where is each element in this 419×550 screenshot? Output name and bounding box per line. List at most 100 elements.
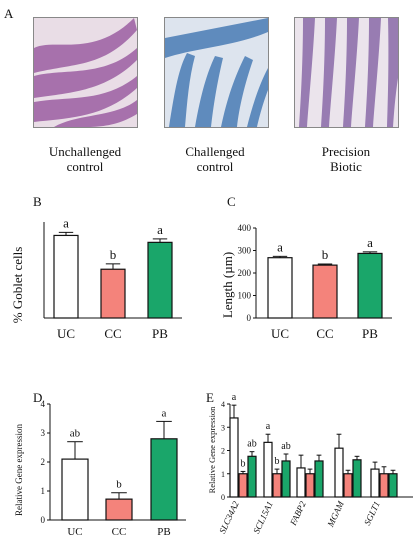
- micrograph-precision-biotic: [294, 17, 399, 128]
- chart-marks: 0 100 200 300 400 a UC b CC a PB: [238, 223, 392, 341]
- panel-label-b: B: [33, 194, 42, 209]
- x-category-label: PB: [362, 326, 378, 341]
- bar: [314, 460, 324, 498]
- x-category-label: UC: [57, 326, 75, 341]
- significance-letter: b: [110, 247, 117, 262]
- significance-letter: b: [322, 247, 329, 262]
- significance-letter: b: [275, 456, 280, 467]
- micrograph-image: [34, 18, 137, 127]
- y-tick-label: 0: [41, 515, 46, 525]
- bar: [352, 459, 362, 498]
- significance-letter: a: [232, 392, 237, 403]
- bar: [370, 468, 380, 498]
- y-tick-label: 4: [221, 400, 225, 409]
- significance-letter: ab: [247, 439, 256, 450]
- y-tick-label: 0: [247, 313, 252, 323]
- caption-line-2: control: [66, 159, 104, 174]
- y-tick-label: 1: [221, 470, 225, 479]
- micrograph-villi: [34, 18, 137, 127]
- bar: [305, 473, 315, 498]
- y-tick-label: 4: [41, 399, 46, 409]
- y-axis-label: Relative Gene expression: [207, 406, 217, 494]
- significance-letter: a: [162, 407, 167, 419]
- bar: [267, 257, 293, 319]
- panel-label-a: A: [4, 6, 14, 21]
- micrograph-image: [165, 18, 268, 127]
- significance-letter: a: [277, 239, 283, 254]
- bar: [53, 234, 79, 319]
- y-tick-label: 2: [41, 457, 46, 467]
- y-tick-label: 0: [221, 493, 225, 502]
- caption-line-1: Challenged: [185, 144, 245, 159]
- x-category-label: CC: [104, 326, 121, 341]
- bar: [357, 252, 383, 319]
- x-category-label: PB: [157, 526, 170, 538]
- x-category-label: PB: [152, 326, 168, 341]
- caption-line-1: Unchallenged: [48, 144, 122, 159]
- bar: [105, 498, 133, 521]
- micrograph-caption: Challenged control: [150, 144, 280, 174]
- micrograph-caption: Unchallenged control: [20, 144, 150, 174]
- y-tick-label: 3: [41, 428, 46, 438]
- panel-label-c: C: [227, 194, 236, 209]
- chart-relative-gene-expression-e: Relative Gene expression 01234ababSLC34A…: [207, 392, 413, 535]
- micrograph-villi: [165, 18, 268, 127]
- y-tick-label: 3: [221, 423, 225, 432]
- chart-relative-gene-expression-d: Relative Gene expression 0 1 2 3 4 ab UC b CC a PB: [14, 399, 186, 538]
- x-category-label: SGLT1: [362, 500, 382, 527]
- significance-letter: b: [116, 479, 122, 491]
- x-category-label: SLC34A2: [217, 499, 241, 535]
- significance-letter: b: [241, 458, 246, 469]
- panel-label-d: D: [33, 390, 43, 405]
- chart-marks: a UC b CC a PB: [43, 215, 182, 341]
- bar: [100, 268, 126, 319]
- significance-letter: a: [63, 215, 69, 230]
- y-axis-label: % Goblet cells: [10, 247, 25, 324]
- bar: [296, 467, 306, 498]
- bar: [229, 417, 239, 498]
- bar: [334, 447, 344, 498]
- y-tick-label: 300: [238, 246, 252, 256]
- x-category-label: UC: [271, 326, 289, 341]
- y-tick-label: 200: [238, 268, 252, 278]
- bar: [343, 473, 353, 498]
- caption-line-2: Biotic: [330, 159, 362, 174]
- caption-line-2: control: [196, 159, 234, 174]
- x-category-label: CC: [112, 526, 127, 538]
- bar: [247, 455, 257, 498]
- y-axis-label: Length (µm): [220, 252, 235, 318]
- panel-label-e: E: [206, 390, 214, 405]
- chart-length: Length (µm) 0 100 200 300 400 a UC b CC a PB: [220, 223, 392, 341]
- significance-letter: ab: [70, 428, 81, 440]
- bar: [312, 264, 338, 319]
- bar: [61, 458, 89, 521]
- significance-letter: a: [157, 222, 163, 237]
- x-category-label: UC: [67, 526, 82, 538]
- significance-letter: a: [367, 235, 373, 250]
- bar: [388, 473, 398, 498]
- bar: [150, 438, 178, 521]
- bar: [263, 441, 273, 498]
- micrograph-villi: [299, 18, 398, 127]
- x-category-label: CC: [316, 326, 333, 341]
- bar: [147, 241, 173, 319]
- chart-marks: 0 1 2 3 4 ab UC b CC a PB: [41, 399, 186, 538]
- significance-letter: ab: [281, 441, 290, 452]
- chart-goblet-cells: % Goblet cells a UC b CC a PB: [10, 215, 182, 341]
- x-category-label: MGAM: [325, 499, 346, 529]
- micrograph-challenged-control: [164, 17, 269, 128]
- y-tick-label: 1: [41, 486, 46, 496]
- caption-line-1: Precision: [321, 144, 371, 159]
- y-tick-label: 100: [238, 291, 252, 301]
- y-tick-label: 400: [238, 223, 252, 233]
- micrograph-unchallenged-control: [33, 17, 138, 128]
- significance-letter: a: [266, 421, 271, 432]
- x-category-label: SCL15A1: [251, 500, 275, 536]
- bar: [281, 460, 291, 498]
- micrograph-caption: Precision Biotic: [281, 144, 411, 174]
- y-tick-label: 2: [221, 447, 225, 456]
- x-category-label: FABP2: [288, 499, 308, 528]
- micrograph-image: [295, 18, 398, 127]
- bar: [379, 473, 389, 498]
